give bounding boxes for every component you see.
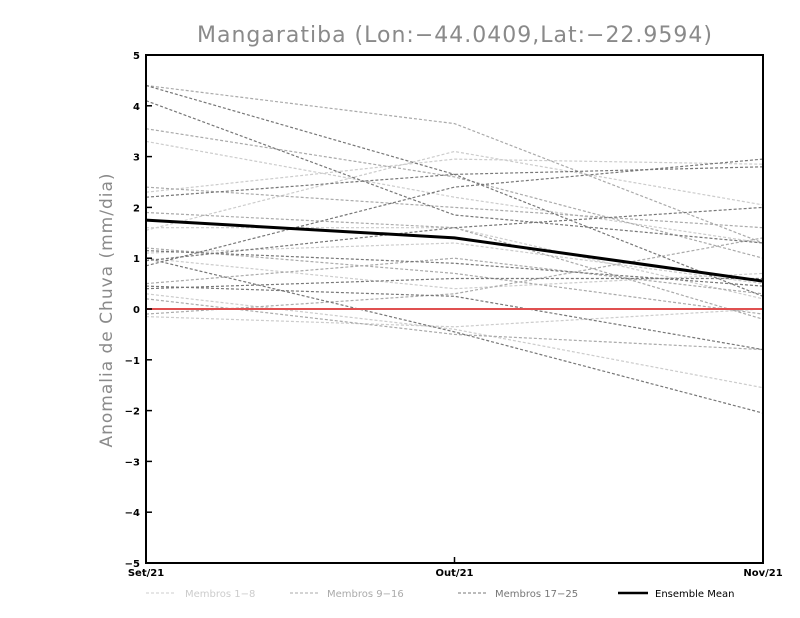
member-line-2 xyxy=(145,140,764,244)
legend-label-g1: Membros 1−8 xyxy=(185,589,255,600)
y-axis-label: Anomalia de Chuva (mm/dia) xyxy=(97,172,117,447)
member-line-23 xyxy=(145,277,763,290)
y-tick-label: 2 xyxy=(133,203,140,214)
member-line-8 xyxy=(145,242,764,285)
y-tick-label: −5 xyxy=(125,559,140,570)
member-line-22 xyxy=(145,257,764,414)
y-tick-label: −1 xyxy=(125,356,140,367)
y-tick-label: 4 xyxy=(133,102,140,113)
legend-label-g3: Membros 17−25 xyxy=(495,589,578,600)
legend-label-g2: Membros 9−16 xyxy=(327,589,404,600)
member-line-18 xyxy=(145,84,764,297)
y-tick-label: 1 xyxy=(133,254,140,265)
member-line-11 xyxy=(145,186,764,229)
x-tick-label: Nov/21 xyxy=(743,568,782,579)
x-tick-label: Out/21 xyxy=(436,568,474,579)
ensemble-mean-line xyxy=(145,218,764,283)
y-tick-label: −4 xyxy=(125,508,140,519)
member-line-4 xyxy=(145,257,764,290)
member-line-6 xyxy=(145,308,764,328)
member-line-19 xyxy=(145,166,764,198)
y-tick-label: 5 xyxy=(133,51,140,62)
member-line-5 xyxy=(145,293,764,389)
legend-label-mean: Ensemble Mean xyxy=(655,589,734,600)
member-line-10 xyxy=(145,128,764,259)
member-line-24 xyxy=(145,285,764,351)
chart-title: Mangaratiba (Lon:−44.0409,Lat:−22.9594) xyxy=(197,23,713,48)
member-line-3 xyxy=(145,158,764,193)
member-line-16 xyxy=(145,247,764,315)
x-tick-label: Set/21 xyxy=(128,568,164,579)
member-line-14 xyxy=(145,298,764,351)
y-tick-label: 3 xyxy=(133,153,140,164)
member-line-20 xyxy=(145,158,764,267)
x-ticks: Set/21 Out/21 Nov/21 xyxy=(128,557,783,579)
member-line-13 xyxy=(145,257,764,295)
y-tick-label: −3 xyxy=(125,457,140,468)
y-ticks: 5 4 3 2 1 0 −1 −2 −3 −4 −5 xyxy=(125,51,152,570)
mean-layer xyxy=(145,218,764,283)
series-layer xyxy=(145,84,764,414)
y-tick-label: 0 xyxy=(133,305,140,316)
y-tick-label: −2 xyxy=(125,407,140,418)
member-line-7 xyxy=(146,227,764,300)
member-line-12 xyxy=(145,211,764,320)
member-line-9 xyxy=(145,84,764,244)
member-line-21 xyxy=(145,206,764,262)
member-line-17 xyxy=(145,100,764,244)
member-line-25 xyxy=(145,250,764,287)
member-line-1 xyxy=(145,150,764,231)
legend: Membros 1−8 Membros 9−16 Membros 17−25 Ense… xyxy=(146,589,734,600)
